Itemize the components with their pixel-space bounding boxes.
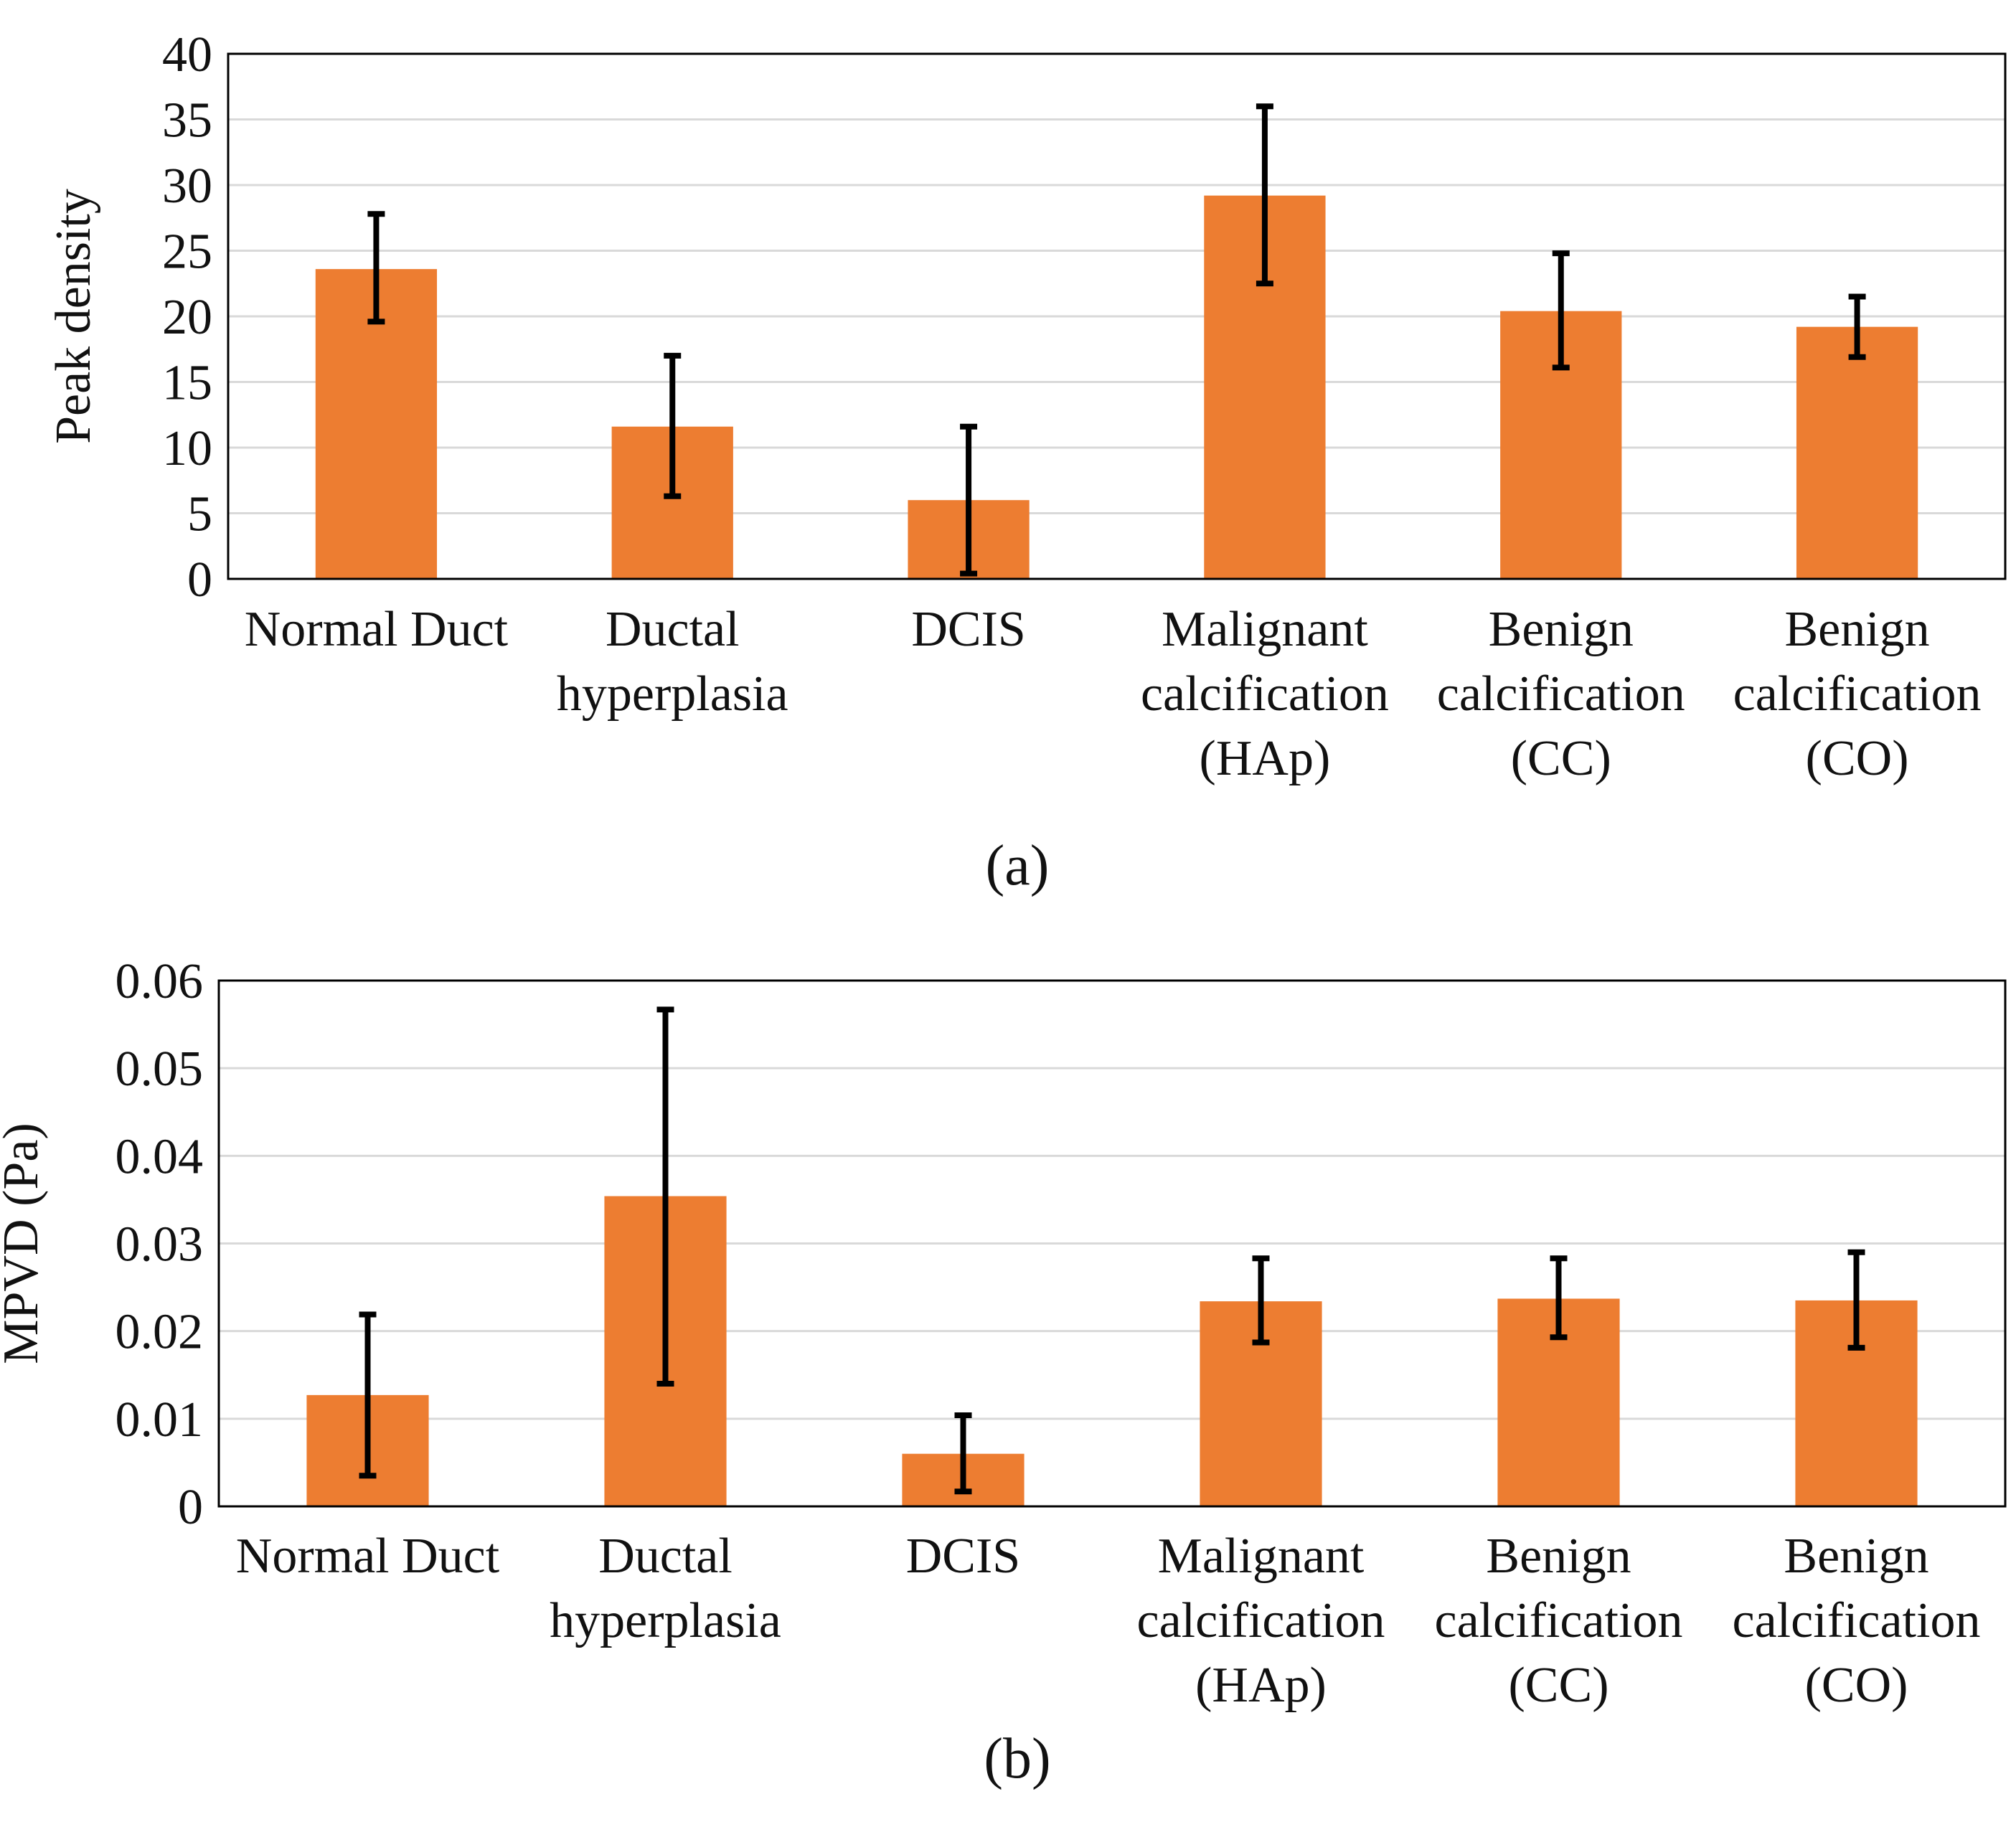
error-bar bbox=[1552, 250, 1570, 371]
x-category-label: (CO) bbox=[1806, 731, 1909, 786]
y-tick-label: 0.06 bbox=[116, 954, 204, 1009]
x-category-label: Malignant bbox=[1162, 602, 1368, 657]
x-category-label: Normal Duct bbox=[245, 602, 509, 657]
error-bar bbox=[656, 1006, 674, 1387]
error-bar bbox=[1847, 1249, 1865, 1351]
error-bar bbox=[367, 211, 385, 325]
x-category-label: Benign bbox=[1489, 602, 1634, 657]
x-category-label: DCIS bbox=[911, 602, 1025, 657]
error-bar bbox=[359, 1311, 377, 1479]
x-category-label: calcification bbox=[1141, 666, 1389, 722]
y-axis-label: MPVD (Pa) bbox=[0, 1123, 49, 1364]
panel-label: (b) bbox=[984, 1727, 1050, 1790]
y-tick-label: 0 bbox=[178, 1480, 203, 1535]
x-category-label: Normal Duct bbox=[236, 1529, 500, 1584]
x-category-label: (HAp) bbox=[1195, 1658, 1327, 1713]
y-tick-label: 35 bbox=[162, 93, 212, 148]
y-tick-label: 40 bbox=[162, 27, 212, 82]
y-tick-label: 0.01 bbox=[116, 1392, 204, 1448]
panel-b-mpvd-chart: 0 0.01 0.02 0.03 0.04 0.05 0.06 Normal Duct Duct… bbox=[0, 954, 2007, 1790]
x-category-label: Malignant bbox=[1158, 1529, 1365, 1584]
y-tick-label: 25 bbox=[162, 225, 212, 280]
error-bar bbox=[1252, 1255, 1270, 1346]
panel-label: (a) bbox=[986, 834, 1050, 897]
y-tick-label: 20 bbox=[162, 290, 212, 345]
x-category-label: (CO) bbox=[1805, 1658, 1908, 1713]
y-tick-label: 5 bbox=[187, 487, 212, 542]
y-tick-label: 0.03 bbox=[116, 1217, 204, 1273]
y-tick-label: 0.04 bbox=[116, 1129, 204, 1184]
x-category-label: calcification bbox=[1137, 1593, 1385, 1648]
x-category-label: hyperplasia bbox=[550, 1593, 781, 1648]
y-tick-label: 10 bbox=[162, 421, 212, 476]
error-bar bbox=[664, 352, 682, 499]
error-bar bbox=[1256, 103, 1273, 287]
x-category-label: (HAp) bbox=[1200, 731, 1331, 786]
y-tick-label: 0 bbox=[187, 552, 212, 608]
x-category-label: (CC) bbox=[1509, 1658, 1609, 1713]
x-category-label: hyperplasia bbox=[557, 666, 788, 722]
y-axis-label: Peak density bbox=[46, 189, 101, 444]
x-category-label: Benign bbox=[1784, 602, 1929, 657]
x-category-label: calcification bbox=[1435, 1593, 1683, 1648]
x-category-label: Ductal bbox=[606, 602, 740, 657]
x-category-label: calcification bbox=[1437, 666, 1685, 722]
x-category-label: calcification bbox=[1733, 1593, 1981, 1648]
x-category-label: Benign bbox=[1784, 1529, 1928, 1584]
panel-a-peak-density-chart: 0 5 10 15 20 25 30 35 40 Normal Duct Ductal hyperpl… bbox=[46, 27, 2007, 897]
y-tick-label: 0.02 bbox=[116, 1305, 204, 1360]
x-category-label: Ductal bbox=[598, 1529, 733, 1584]
y-tick-label: 15 bbox=[162, 356, 212, 411]
x-category-label: DCIS bbox=[906, 1529, 1020, 1584]
error-bar bbox=[1550, 1255, 1568, 1341]
error-bar bbox=[960, 423, 978, 577]
error-bar bbox=[954, 1412, 972, 1495]
plot-frame bbox=[227, 52, 2007, 580]
error-bar bbox=[1848, 293, 1866, 360]
x-category-label: calcification bbox=[1733, 666, 1982, 722]
bar bbox=[1796, 326, 1918, 579]
plot-frame bbox=[217, 979, 2007, 1508]
x-category-label: (CC) bbox=[1511, 731, 1611, 786]
y-tick-label: 30 bbox=[162, 159, 212, 214]
y-tick-label: 0.05 bbox=[116, 1042, 204, 1097]
x-category-label: Benign bbox=[1486, 1529, 1631, 1584]
